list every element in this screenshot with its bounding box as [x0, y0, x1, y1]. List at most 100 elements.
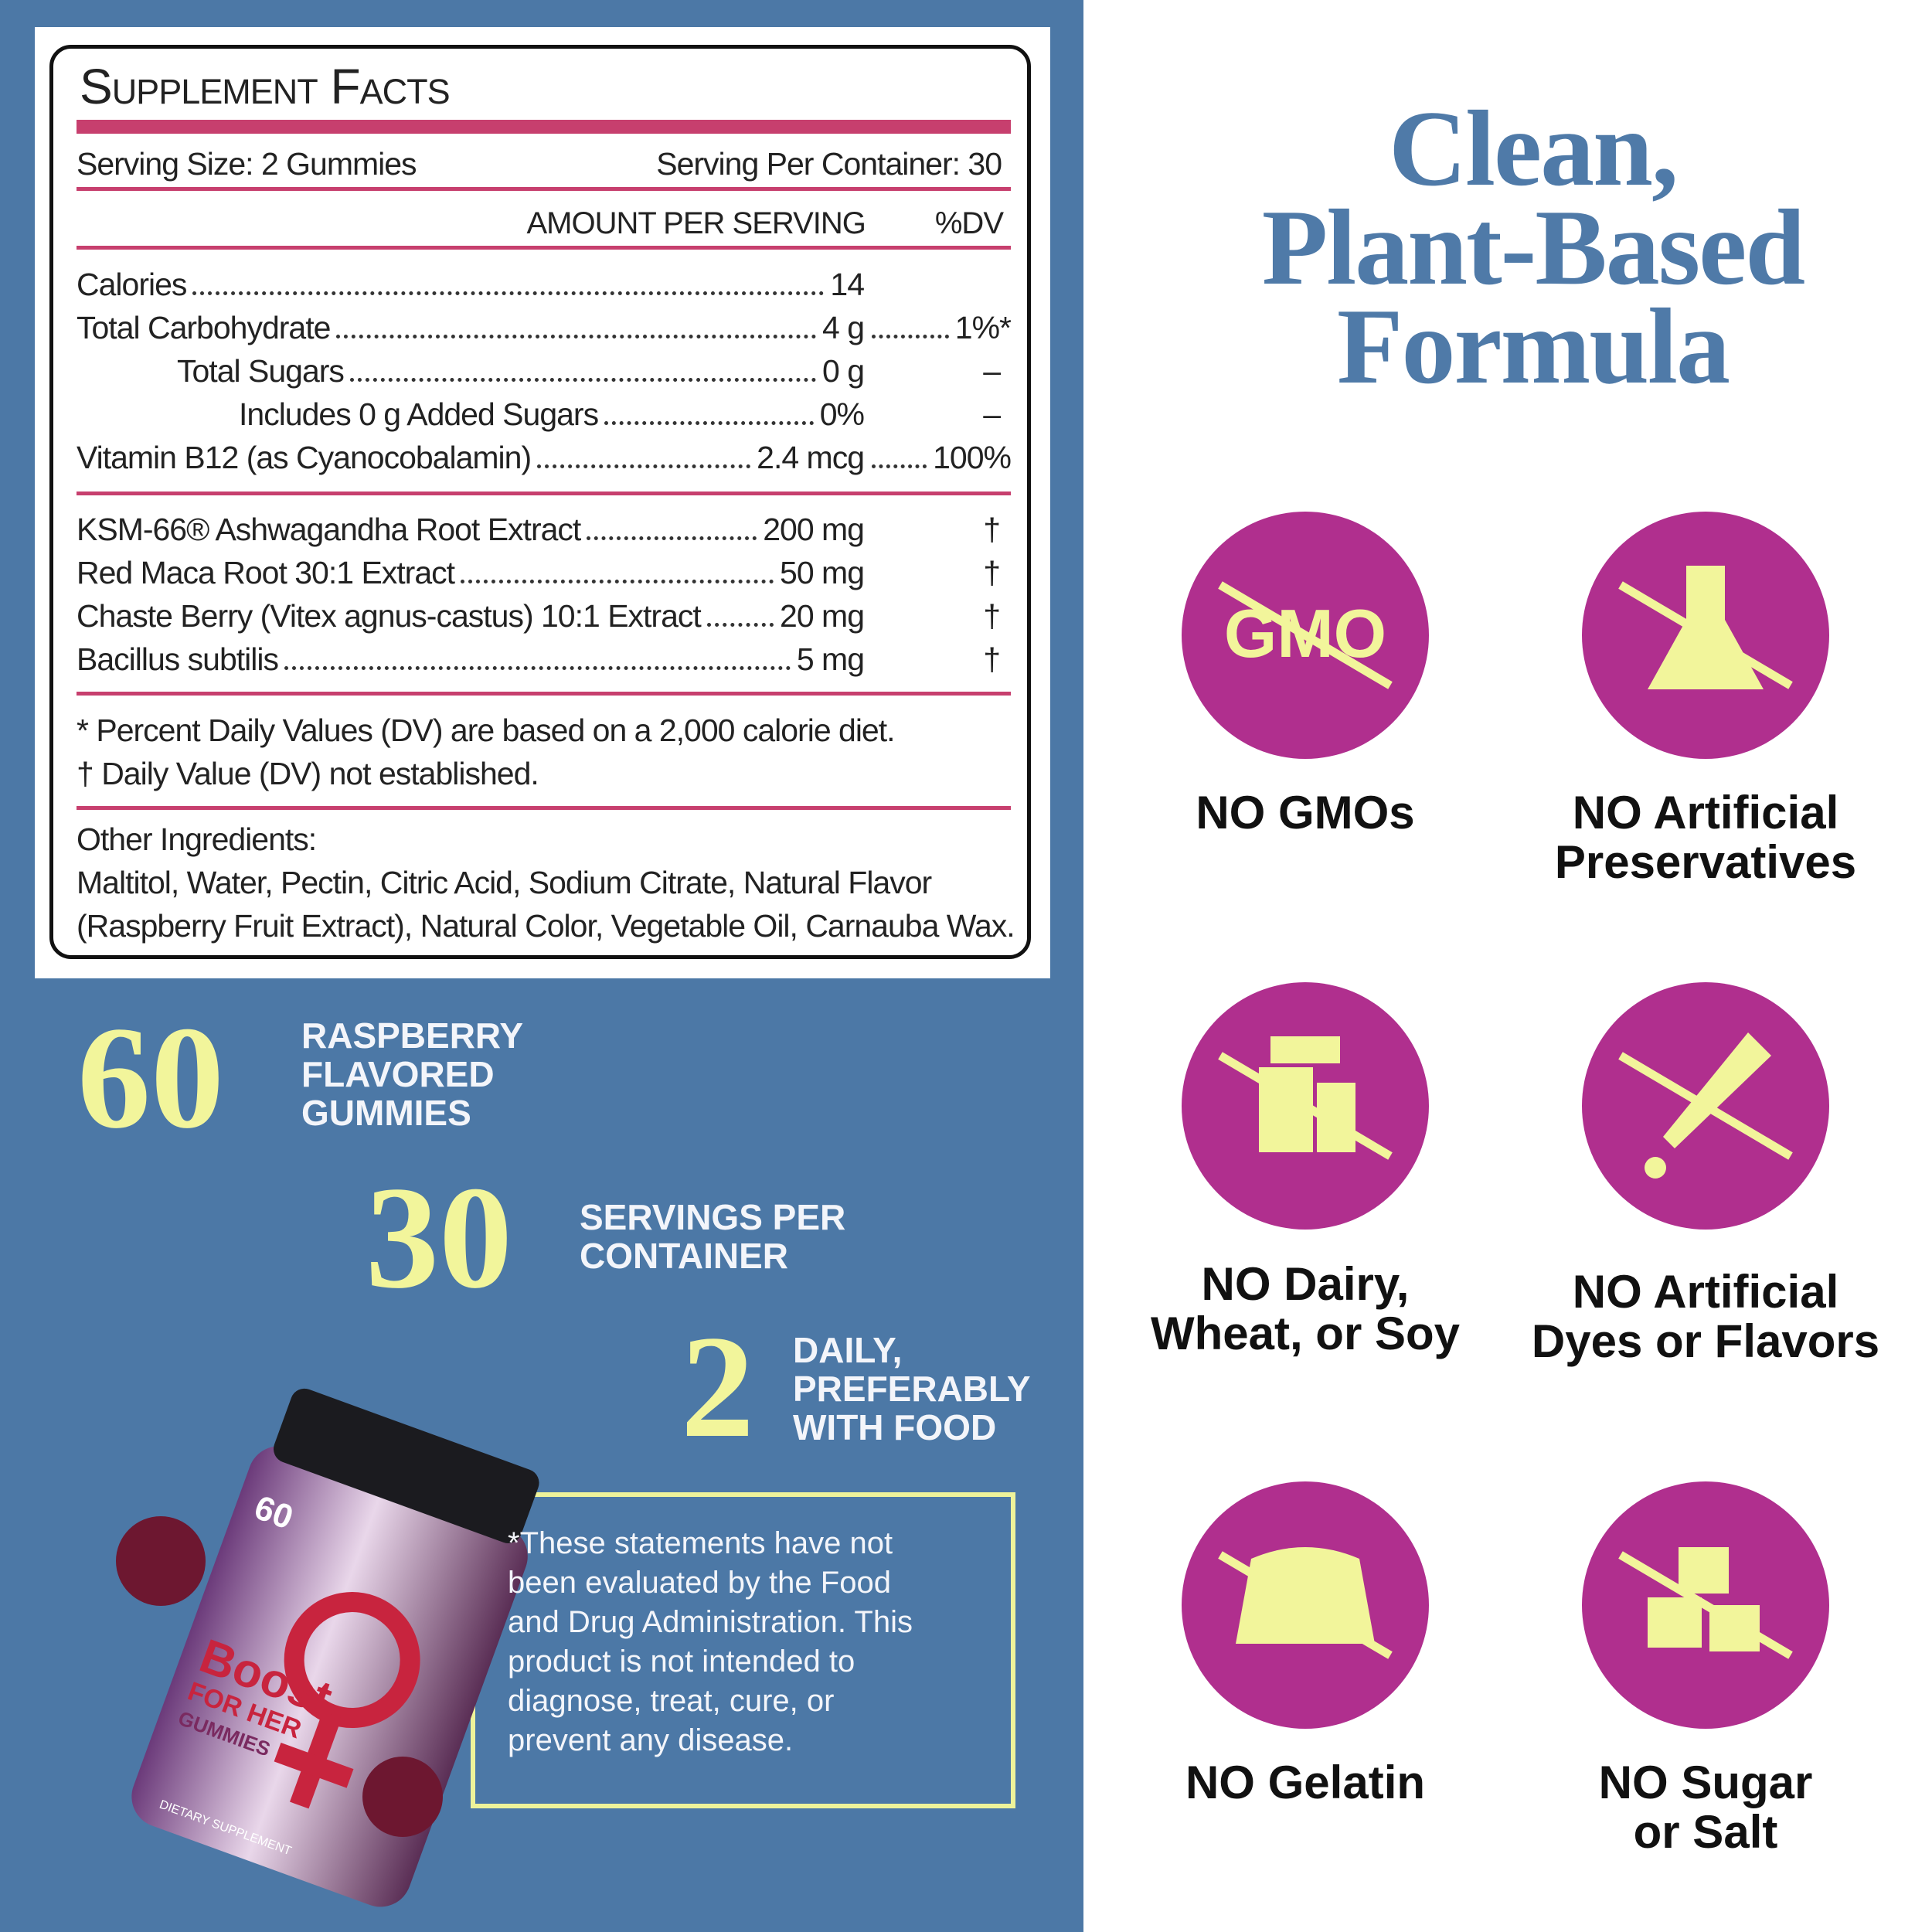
fact-name: Vitamin B12 (as Cyanocobalamin): [77, 440, 532, 475]
serving-size: Serving Size: 2 Gummies: [77, 146, 417, 182]
leader: [872, 335, 949, 338]
feature-line: NO Gelatin: [1104, 1758, 1506, 1808]
feature-prefix: NO: [1196, 787, 1266, 838]
icon-strike: [1618, 581, 1793, 689]
leader: [872, 464, 927, 468]
fact-dv: †: [983, 598, 1001, 634]
disclaimer-line: *These statements have not: [508, 1526, 893, 1560]
feature-icon: [1582, 512, 1829, 759]
stat-number: 60: [77, 997, 224, 1159]
stat-text: WITH FOOD: [793, 1407, 997, 1447]
fact-dv: –: [983, 396, 1001, 432]
other-row: Maltitol, Water, Pectin, Citric Acid, So…: [77, 858, 1011, 901]
rule: [77, 806, 1011, 810]
icon-strike: [1218, 581, 1393, 689]
fact-row: Vitamin B12 (as Cyanocobalamin) 2.4 mcg 10…: [77, 433, 1012, 476]
feature-line: Preservatives: [1505, 838, 1906, 887]
dv-cell: –: [864, 396, 1011, 433]
feature-prefix: NO: [1201, 1258, 1271, 1310]
icons: GMO: [1182, 512, 1829, 1729]
disclaimer-line: been evaluated by the Food: [508, 1566, 891, 1600]
footnote-text: † Daily Value (DV) not established.: [77, 756, 539, 791]
other-line: (Raspberry Fruit Extract), Natural Color…: [77, 908, 1015, 944]
leader: [284, 666, 791, 670]
feature-text: Wheat, or Soy: [1150, 1308, 1461, 1359]
leader: [461, 580, 774, 583]
dv-cell: –: [864, 353, 1011, 389]
stat-text: PREFERABLY: [793, 1369, 1031, 1409]
feature-line: NO Dairy,: [1104, 1260, 1506, 1309]
icon-strike: [1218, 1052, 1393, 1160]
feature-icon: [1582, 1481, 1829, 1729]
feature-line: NO Artificial: [1505, 788, 1906, 838]
footnote-text: * Percent Daily Values (DV) are based on…: [77, 713, 896, 748]
feature-label: NO Dairy, Wheat, or Soy: [1104, 1260, 1506, 1359]
fact-row: Red Maca Root 30:1 Extract 50 mg †: [77, 548, 1011, 591]
fact-amount: 2.4 mcg: [757, 440, 865, 475]
serving-row: Serving Size: 2 Gummies Serving Per Conta…: [77, 139, 1011, 182]
other-line: Maltitol, Water, Pectin, Citric Acid, So…: [77, 865, 932, 900]
heading-line: Formula: [1336, 287, 1730, 406]
icon-shape: [1648, 1597, 1702, 1648]
stat-text: SERVINGS PER: [580, 1197, 846, 1237]
fact-name: Chaste Berry (Vitex agnus-castus) 10:1 E…: [77, 598, 702, 634]
leader: [336, 335, 816, 338]
feature-text: Artificial: [1653, 787, 1839, 838]
facts-border: [49, 45, 1031, 959]
raspberry: [116, 1516, 206, 1606]
feature-text: Artificial: [1653, 1266, 1839, 1318]
fact-dv: 1%*: [954, 310, 1012, 345]
fact-name: Red Maca Root 30:1 Extract: [77, 555, 455, 590]
header-row: AMOUNT PER SERVING %DV: [77, 198, 1011, 241]
icon-shape: [1679, 1547, 1729, 1594]
feature-line: Wheat, or Soy: [1104, 1309, 1506, 1359]
feature-line: NO GMOs: [1104, 788, 1506, 838]
feature-text: GMOs: [1277, 787, 1415, 838]
feature-label: NO Sugar or Salt: [1505, 1758, 1906, 1857]
leader: [604, 421, 814, 425]
feature-text: Dyes or Flavors: [1531, 1315, 1880, 1367]
feature-icon: [1582, 982, 1829, 1230]
dv-header: %DV: [934, 206, 1004, 240]
fact-row: Includes 0 g Added Sugars 0% –: [77, 389, 1011, 433]
heading-line: Clean,: [1389, 89, 1679, 209]
fact-name: Total Carbohydrate: [77, 310, 331, 345]
feature-prefix: NO: [1572, 787, 1642, 838]
feature-prefix: NO: [1572, 1266, 1642, 1318]
fact-row: KSM-66® Ashwagandha Root Extract 200 mg †: [77, 505, 1011, 548]
fact-amount: 4 g: [822, 310, 865, 345]
fact-amount: 0%: [819, 396, 865, 432]
symbol: [274, 1742, 354, 1788]
feature-icon: [1182, 1481, 1429, 1729]
feature-prefix: NO: [1598, 1757, 1668, 1808]
feature-icon: GMO: [1182, 512, 1429, 759]
feature-line: NO Artificial: [1505, 1267, 1906, 1317]
dv-cell: †: [864, 598, 1011, 634]
fact-dv: †: [983, 641, 1001, 677]
other-row: (Raspberry Fruit Extract), Natural Color…: [77, 901, 1015, 944]
icon-strike: [1618, 1052, 1793, 1160]
rule: [77, 187, 1011, 191]
dv-cell: †: [864, 512, 1011, 548]
cap: [273, 1388, 539, 1543]
rule: [77, 492, 1011, 495]
fact-dv: †: [983, 512, 1001, 547]
fact-amount: 0 g: [822, 353, 865, 389]
stat-text: RASPBERRY: [301, 1015, 524, 1056]
fact-name: Includes 0 g Added Sugars: [239, 396, 599, 432]
icon-shape: [1270, 1036, 1340, 1063]
rule: [77, 692, 1011, 696]
feature-text: Preservatives: [1554, 836, 1857, 888]
feature-text: Sugar: [1681, 1757, 1813, 1808]
icon-shape: [1648, 566, 1764, 689]
leader: [706, 623, 774, 627]
raspberry: [362, 1757, 443, 1837]
fact-amount: 14: [830, 267, 865, 302]
fact-row: Total Sugars 0 g –: [77, 346, 1011, 389]
title-bar: [77, 120, 1011, 134]
other-title: Other Ingredients:: [77, 821, 317, 857]
disclaimer-line: product is not intended to: [508, 1645, 855, 1679]
feature-line: or Salt: [1505, 1808, 1906, 1857]
amount-header: AMOUNT PER SERVING: [526, 206, 866, 240]
stat-number: 30: [366, 1157, 512, 1319]
